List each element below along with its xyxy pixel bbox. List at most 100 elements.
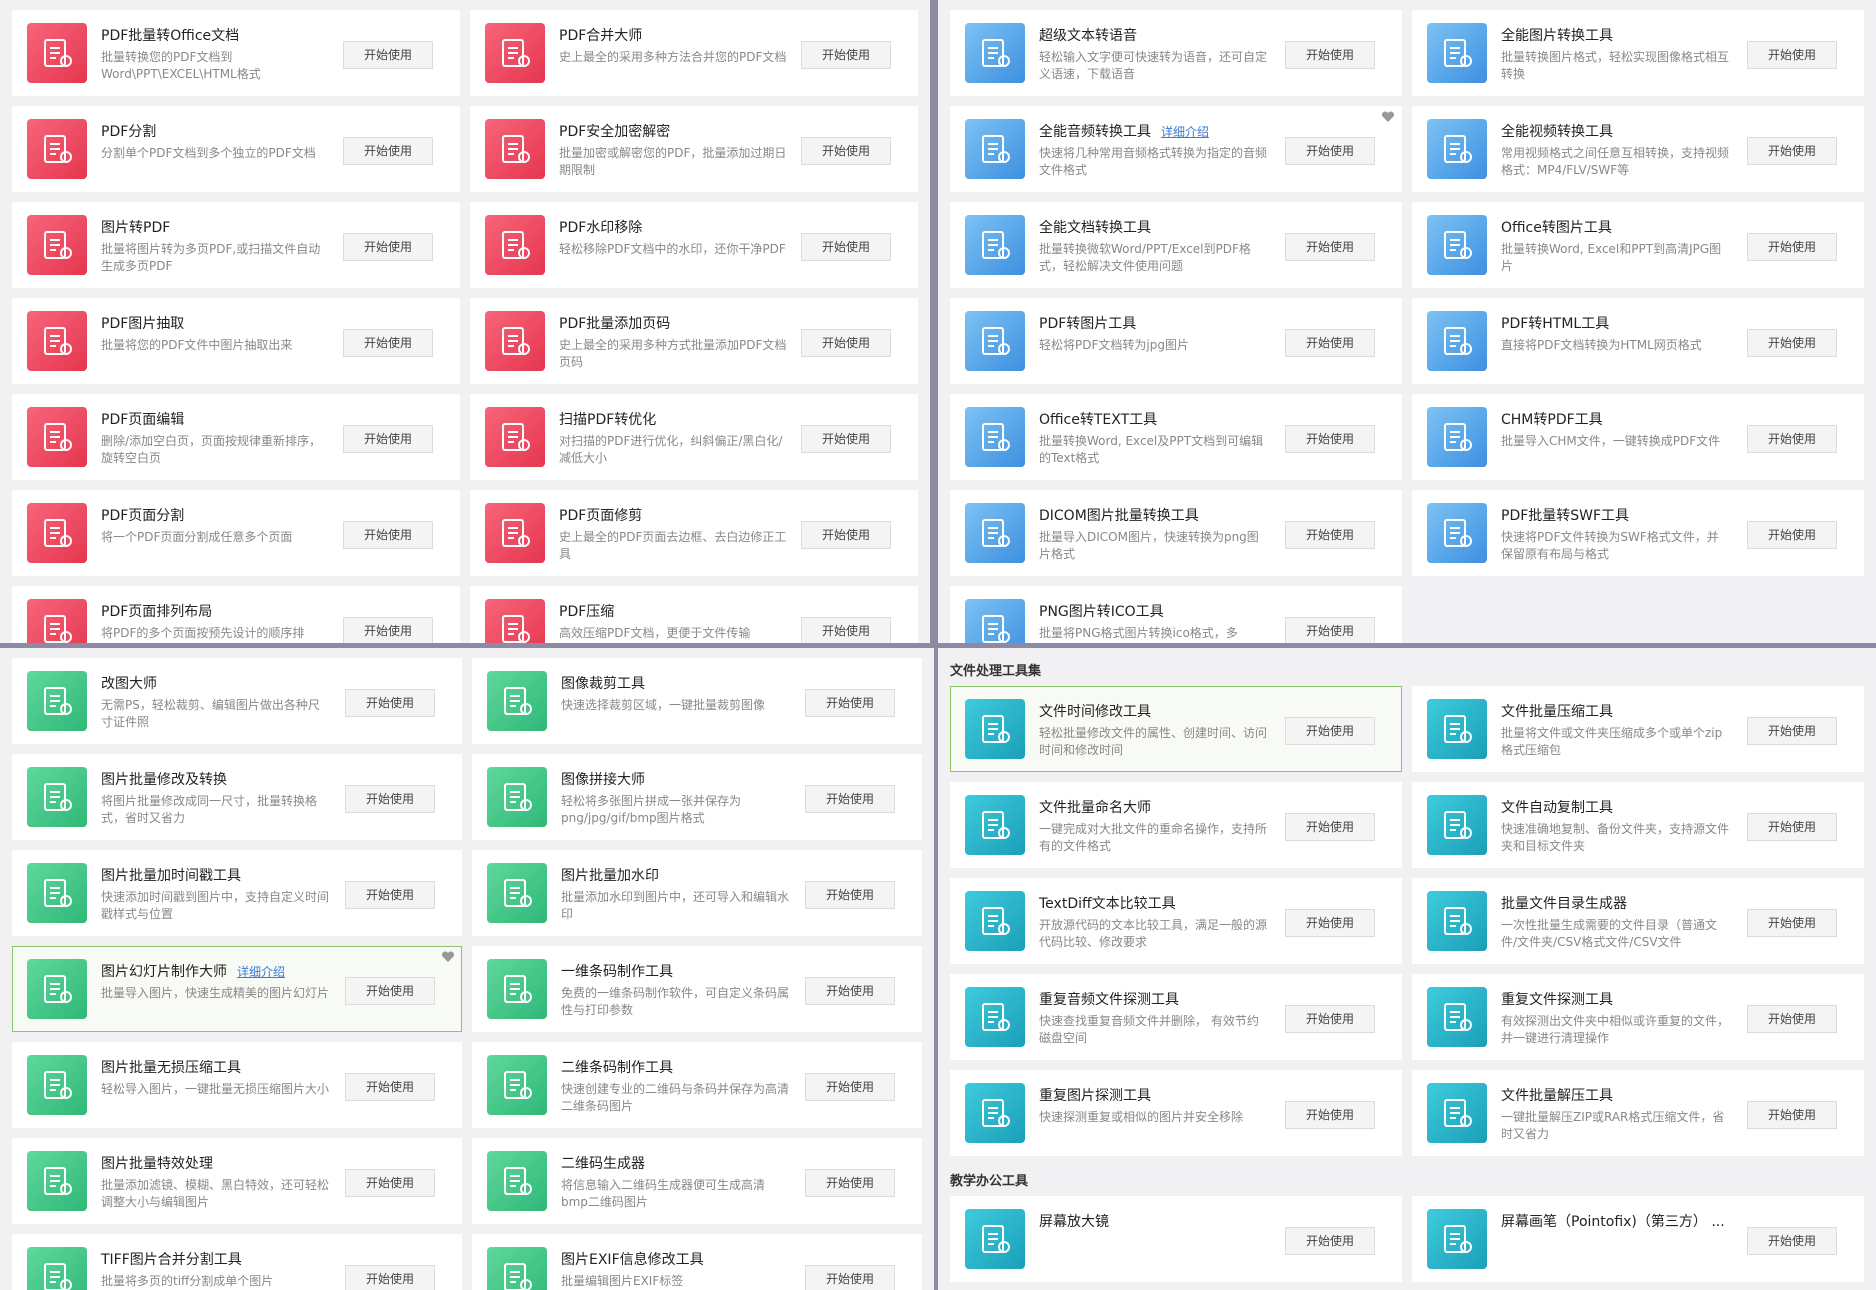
tool-card[interactable]: PDF批量转Office文档 批量转换您的PDF文档到Word\PPT\EXCEL… — [12, 10, 460, 96]
start-button[interactable]: 开始使用 — [343, 329, 433, 357]
tool-card[interactable]: 文件批量命名大师 一键完成对大批文件的重命名操作，支持所有的文件格式 开始使用 — [950, 782, 1402, 868]
tool-card[interactable]: TextDiff文本比较工具 开放源代码的文本比较工具，满足一般的源代码比较、修改… — [950, 878, 1402, 964]
start-button[interactable]: 开始使用 — [343, 425, 433, 453]
tool-card[interactable]: PDF页面分割 将一个PDF页面分割成任意多个页面 开始使用 — [12, 490, 460, 576]
tool-card[interactable]: 二维条码制作工具 快速创建专业的二维码与条码并保存为高清二维条码图片 开始使用 — [472, 1042, 922, 1128]
start-button[interactable]: 开始使用 — [801, 329, 891, 357]
start-button[interactable]: 开始使用 — [801, 617, 891, 643]
start-button[interactable]: 开始使用 — [1747, 717, 1837, 745]
start-button[interactable]: 开始使用 — [801, 425, 891, 453]
favorite-icon[interactable] — [441, 951, 455, 963]
start-button[interactable]: 开始使用 — [801, 41, 891, 69]
start-button[interactable]: 开始使用 — [801, 137, 891, 165]
tool-card[interactable]: PDF转图片工具 轻松将PDF文档转为jpg图片 开始使用 — [950, 298, 1402, 384]
tool-card[interactable]: 文件批量压缩工具 批量将文件或文件夹压缩成多个或单个zip格式压缩包 开始使用 — [1412, 686, 1864, 772]
start-button[interactable]: 开始使用 — [1747, 329, 1837, 357]
start-button[interactable]: 开始使用 — [343, 41, 433, 69]
start-button[interactable]: 开始使用 — [1285, 1101, 1375, 1129]
start-button[interactable]: 开始使用 — [343, 233, 433, 261]
tool-card[interactable]: 全能图片转换工具 批量转换图片格式，轻松实现图像格式相互转换 开始使用 — [1412, 10, 1864, 96]
tool-card[interactable]: 文件时间修改工具 轻松批量修改文件的属性、创建时间、访问时间和修改时间 开始使用 — [950, 686, 1402, 772]
tool-card[interactable]: 图片批量加时间戳工具 快速添加时间戳到图片中，支持自定义时间戳样式与位置 开始使用 — [12, 850, 462, 936]
start-button[interactable]: 开始使用 — [1747, 909, 1837, 937]
tool-card[interactable]: CHM转PDF工具 批量导入CHM文件，一键转换成PDF文件 开始使用 — [1412, 394, 1864, 480]
tool-card[interactable]: PDF批量添加页码 史上最全的采用多种方式批量添加PDF文档页码 开始使用 — [470, 298, 918, 384]
tool-card[interactable]: 图片批量特效处理 批量添加滤镜、模糊、黑白特效，还可轻松调整大小与编辑图片 开始使用 — [12, 1138, 462, 1224]
start-button[interactable]: 开始使用 — [1285, 909, 1375, 937]
start-button[interactable]: 开始使用 — [345, 881, 435, 909]
start-button[interactable]: 开始使用 — [1285, 617, 1375, 643]
start-button[interactable]: 开始使用 — [805, 1265, 895, 1290]
start-button[interactable]: 开始使用 — [1285, 41, 1375, 69]
start-button[interactable]: 开始使用 — [1747, 425, 1837, 453]
start-button[interactable]: 开始使用 — [1285, 521, 1375, 549]
tool-card[interactable]: PDF压缩 高效压缩PDF文档，更便于文件传输 开始使用 — [470, 586, 918, 643]
tool-card[interactable]: 改图大师 无需PS，轻松裁剪、编辑图片做出各种尺寸证件照 开始使用 — [12, 658, 462, 744]
start-button[interactable]: 开始使用 — [1285, 425, 1375, 453]
tool-card[interactable]: 图片EXIF信息修改工具 批量编辑图片EXIF标签 开始使用 — [472, 1234, 922, 1290]
tool-card[interactable]: 二维码生成器 将信息输入二维码生成器便可生成高清bmp二维码图片 开始使用 — [472, 1138, 922, 1224]
tool-card[interactable]: 图片批量加水印 批量添加水印到图片中，还可导入和编辑水印 开始使用 — [472, 850, 922, 936]
tool-card[interactable]: 重复音频文件探测工具 快速查找重复音频文件并删除， 有效节约磁盘空间 开始使用 — [950, 974, 1402, 1060]
tool-card[interactable]: 一维条码制作工具 免费的一维条码制作软件，可自定义条码属性与打印参数 开始使用 — [472, 946, 922, 1032]
start-button[interactable]: 开始使用 — [345, 977, 435, 1005]
tool-card[interactable]: 超级文本转语音 轻松输入文字便可快速转为语音，还可自定义语速，下载语音 开始使用 — [950, 10, 1402, 96]
tool-card[interactable]: 图片批量无损压缩工具 轻松导入图片，一键批量无损压缩图片大小 开始使用 — [12, 1042, 462, 1128]
start-button[interactable]: 开始使用 — [345, 1073, 435, 1101]
tool-card[interactable]: Office转图片工具 批量转换Word, Excel和PPT到高清JPG图片 开始… — [1412, 202, 1864, 288]
tool-card[interactable]: 图片批量修改及转换 将图片批量修改成同一尺寸，批量转换格式，省时又省力 开始使用 — [12, 754, 462, 840]
tool-card[interactable]: 全能音频转换工具 详细介绍 快速将几种常用音频格式转换为指定的音频文件格式 开始使用 — [950, 106, 1402, 192]
tool-card[interactable]: PDF页面编辑 删除/添加空白页，页面按规律重新排序，旋转空白页 开始使用 — [12, 394, 460, 480]
start-button[interactable]: 开始使用 — [1747, 233, 1837, 261]
tool-card[interactable]: PDF合并大师 史上最全的采用多种方法合并您的PDF文档 开始使用 — [470, 10, 918, 96]
tool-card[interactable]: 图像裁剪工具 快速选择裁剪区域，一键批量裁剪图像 开始使用 — [472, 658, 922, 744]
tool-card[interactable]: PDF页面修剪 史上最全的PDF页面去边框、去白边修正工具 开始使用 — [470, 490, 918, 576]
tool-card[interactable]: PDF水印移除 轻松移除PDF文档中的水印，还你干净PDF 开始使用 — [470, 202, 918, 288]
start-button[interactable]: 开始使用 — [1285, 717, 1375, 745]
tool-card[interactable]: 全能文档转换工具 批量转换微软Word/PPT/Excel到PDF格式，轻松解决文… — [950, 202, 1402, 288]
start-button[interactable]: 开始使用 — [1285, 329, 1375, 357]
tool-card[interactable]: PNG图片转ICO工具 批量将PNG格式图片转换ico格式，多 开始使用 — [950, 586, 1402, 643]
start-button[interactable]: 开始使用 — [1747, 521, 1837, 549]
tool-card[interactable]: 图像拼接大师 轻松将多张图片拼成一张并保存为png/jpg/gif/bmp图片格式… — [472, 754, 922, 840]
tool-card[interactable]: 重复图片探测工具 快速探测重复或相似的图片并安全移除 开始使用 — [950, 1070, 1402, 1156]
start-button[interactable]: 开始使用 — [343, 521, 433, 549]
start-button[interactable]: 开始使用 — [1747, 137, 1837, 165]
tool-card[interactable]: 重复文件探测工具 有效探测出文件夹中相似或许重复的文件，并一键进行清理操作 开始使用 — [1412, 974, 1864, 1060]
start-button[interactable]: 开始使用 — [1285, 137, 1375, 165]
start-button[interactable]: 开始使用 — [805, 689, 895, 717]
tool-card[interactable]: 图片转PDF 批量将图片转为多页PDF,或扫描文件自动生成多页PDF 开始使用 — [12, 202, 460, 288]
tool-card[interactable]: PDF分割 分割单个PDF文档到多个独立的PDF文档 开始使用 — [12, 106, 460, 192]
tool-card[interactable]: Office转TEXT工具 批量转换Word, Excel及PPT文档到可编辑的T… — [950, 394, 1402, 480]
tool-card[interactable]: 文件自动复制工具 快速准确地复制、备份文件夹，支持源文件夹和目标文件夹 开始使用 — [1412, 782, 1864, 868]
start-button[interactable]: 开始使用 — [805, 881, 895, 909]
start-button[interactable]: 开始使用 — [343, 617, 433, 643]
tool-card[interactable]: 扫描PDF转优化 对扫描的PDF进行优化，纠斜偏正/黑白化/减低大小 开始使用 — [470, 394, 918, 480]
start-button[interactable]: 开始使用 — [801, 521, 891, 549]
detail-link[interactable]: 详细介绍 — [237, 965, 286, 979]
start-button[interactable]: 开始使用 — [1747, 813, 1837, 841]
start-button[interactable]: 开始使用 — [1747, 1227, 1837, 1255]
tool-card[interactable]: PDF页面排列布局 将PDF的多个页面按预先设计的顺序排 开始使用 — [12, 586, 460, 643]
start-button[interactable]: 开始使用 — [805, 1073, 895, 1101]
start-button[interactable]: 开始使用 — [1747, 1101, 1837, 1129]
tool-card[interactable]: PDF转HTML工具 直接将PDF文档转换为HTML网页格式 开始使用 — [1412, 298, 1864, 384]
detail-link[interactable]: 详细介绍 — [1161, 125, 1210, 139]
tool-card[interactable]: 全能视频转换工具 常用视频格式之间任意互相转换，支持视频格式：MP4/FLV/SW… — [1412, 106, 1864, 192]
tool-card[interactable]: 文件批量解压工具 一键批量解压ZIP或RAR格式压缩文件，省时又省力 开始使用 — [1412, 1070, 1864, 1156]
tool-card[interactable]: PDF图片抽取 批量将您的PDF文件中图片抽取出来 开始使用 — [12, 298, 460, 384]
start-button[interactable]: 开始使用 — [343, 137, 433, 165]
start-button[interactable]: 开始使用 — [1285, 813, 1375, 841]
start-button[interactable]: 开始使用 — [1285, 1227, 1375, 1255]
start-button[interactable]: 开始使用 — [805, 785, 895, 813]
tool-card[interactable]: 批量文件目录生成器 一次性批量生成需要的文件目录（普通文件/文件夹/CSV格式文件… — [1412, 878, 1864, 964]
tool-card[interactable]: PDF批量转SWF工具 快速将PDF文件转换为SWF格式文件，并保留原有布局与格式… — [1412, 490, 1864, 576]
start-button[interactable]: 开始使用 — [1285, 233, 1375, 261]
start-button[interactable]: 开始使用 — [801, 233, 891, 261]
favorite-icon[interactable] — [1381, 111, 1395, 123]
start-button[interactable]: 开始使用 — [1747, 41, 1837, 69]
tool-card[interactable]: 屏幕放大镜 开始使用 — [950, 1196, 1402, 1282]
tool-card[interactable]: 屏幕画笔（Pointofix)（第三方） ... 开始使用 — [1412, 1196, 1864, 1282]
start-button[interactable]: 开始使用 — [805, 1169, 895, 1197]
start-button[interactable]: 开始使用 — [805, 977, 895, 1005]
